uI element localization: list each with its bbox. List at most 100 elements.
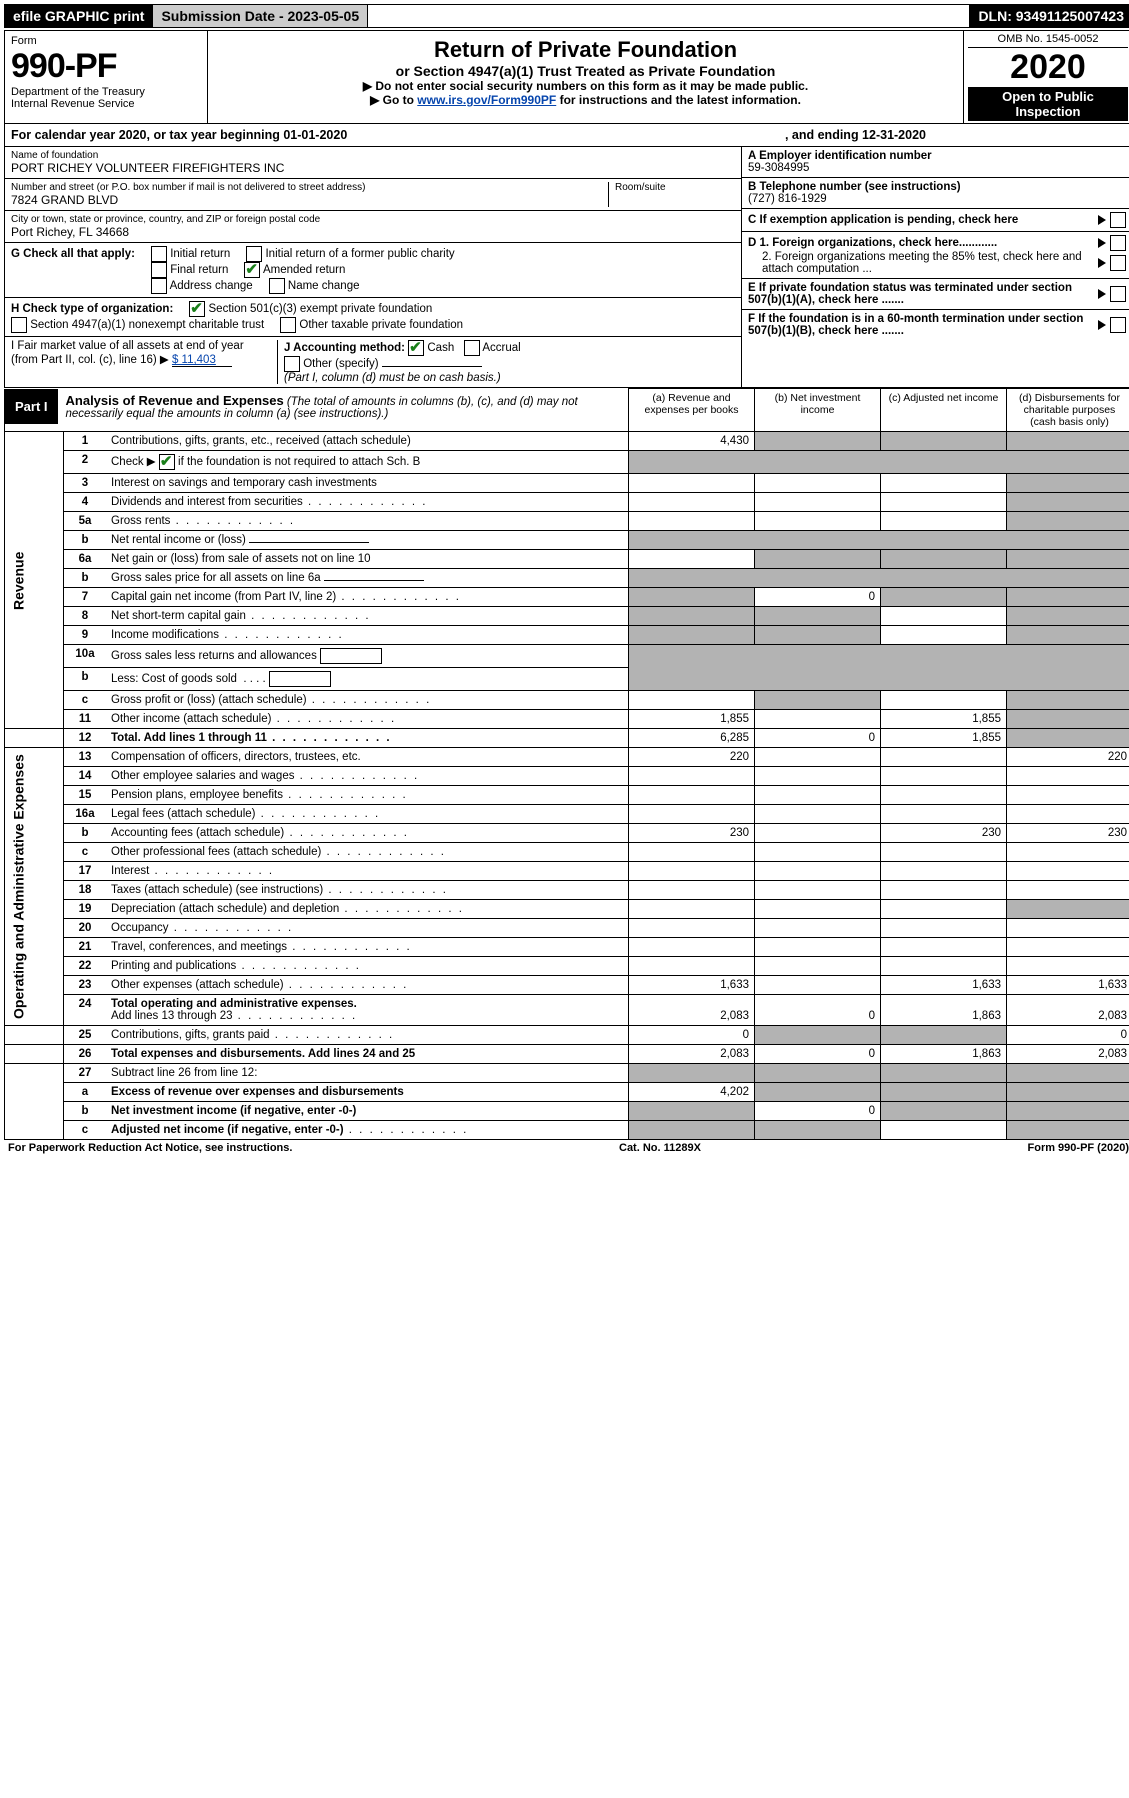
checkbox-e[interactable] [1110,286,1126,302]
line-no: 11 [64,710,107,729]
line-desc: Gross rents [106,512,629,531]
checkbox-d2[interactable] [1110,255,1126,271]
line-desc: Income modifications [106,626,629,645]
cell-c [881,626,1007,645]
checkbox-c[interactable] [1110,212,1126,228]
cell-b [755,919,881,938]
arrow-icon [1098,289,1106,299]
line-no: b [64,668,107,691]
calendar-text-b: , and ending 12-31-2020 [785,128,926,142]
checkbox-sec4947[interactable] [11,317,27,333]
cell-c [881,691,1007,710]
checkbox-initial-return[interactable] [151,246,167,262]
checkbox-f[interactable] [1110,317,1126,333]
line-desc: Excess of revenue over expenses and disb… [106,1083,629,1102]
city-cell: City or town, state or province, country… [5,211,741,243]
cell-b [755,626,881,645]
checkbox-sec501[interactable] [189,301,205,317]
foundation-name: PORT RICHEY VOLUNTEER FIREFIGHTERS INC [11,161,735,175]
cell-d [1007,938,1129,957]
line-desc: Contributions, gifts, grants, etc., rece… [106,432,629,451]
cell-b [755,767,881,786]
city-label: City or town, state or province, country… [11,214,735,225]
irs-label: Internal Revenue Service [11,98,201,110]
cell-shade [629,569,1129,588]
cell-c [881,938,1007,957]
checkbox-other-taxable[interactable] [280,317,296,333]
checkbox-name-change[interactable] [269,278,285,294]
cell-d [1007,957,1129,976]
h-label: H Check type of organization: [11,303,173,315]
line-desc: Subtract line 26 from line 12: [106,1064,629,1083]
cell-shade [629,645,1129,691]
line-desc: Taxes (attach schedule) (see instruction… [106,881,629,900]
checkbox-amended-return[interactable] [244,262,260,278]
name-label: Name of foundation [11,150,735,161]
cell-a: 4,202 [629,1083,755,1102]
cell-a [629,550,755,569]
instr-1: ▶ Do not enter social security numbers o… [216,79,955,93]
submission-date: Submission Date - 2023-05-05 [153,5,368,27]
cell-c [881,1102,1007,1121]
ein-cell: A Employer identification number 59-3084… [742,147,1129,178]
cell-b [755,493,881,512]
checkbox-accrual[interactable] [464,340,480,356]
line-desc: Other expenses (attach schedule) [106,976,629,995]
col-c-header: (c) Adjusted net income [881,389,1007,432]
header-left: Form 990-PF Department of the Treasury I… [5,31,208,123]
checkbox-other-method[interactable] [284,356,300,372]
cell-c [881,512,1007,531]
line-no: 5a [64,512,107,531]
line-no: 24 [64,995,107,1026]
checkbox-schb[interactable] [159,454,175,470]
d1-label: D 1. Foreign organizations, check here..… [748,237,997,249]
fmv-value[interactable]: $ 11,403 [172,354,232,367]
cell-a [629,900,755,919]
cell-d [1007,919,1129,938]
cell-d [1007,512,1129,531]
cell-a: 4,430 [629,432,755,451]
cell-a: 6,285 [629,729,755,748]
dln: DLN: 93491125007423 [969,5,1129,27]
line-no: 20 [64,919,107,938]
cell-b [755,938,881,957]
line-no: c [64,843,107,862]
footer-left: For Paperwork Reduction Act Notice, see … [8,1142,292,1154]
cell-c [881,607,1007,626]
checkbox-cash[interactable] [408,340,424,356]
address-change-label: Address change [170,280,253,292]
form-link[interactable]: www.irs.gov/Form990PF [417,93,556,107]
room-label: Room/suite [615,182,735,193]
cell-b [755,881,881,900]
accrual-label: Accrual [482,342,520,354]
cell-b: 0 [755,995,881,1026]
line-desc: Occupancy [106,919,629,938]
cell-d [1007,1083,1129,1102]
cell-a [629,474,755,493]
e-cell: E If private foundation status was termi… [742,279,1129,310]
col-d-header: (d) Disbursements for charitable purpose… [1007,389,1129,432]
cell-b [755,748,881,767]
line-no: 25 [64,1026,107,1045]
cell-d: 2,083 [1007,1045,1129,1064]
checkbox-final-return[interactable] [151,262,167,278]
form-label: Form [11,35,201,47]
efile-label: efile GRAPHIC print [5,5,153,27]
cell-a [629,957,755,976]
cell-d: 1,633 [1007,976,1129,995]
d-cell: D 1. Foreign organizations, check here..… [742,232,1129,279]
cell-c [881,588,1007,607]
cell-a [629,786,755,805]
line-no: c [64,691,107,710]
checkbox-d1[interactable] [1110,235,1126,251]
cell-a [629,843,755,862]
checkbox-address-change[interactable] [151,278,167,294]
cell-b [755,474,881,493]
cell-d [1007,474,1129,493]
line-desc: Printing and publications [106,957,629,976]
cell-a [629,588,755,607]
line-no: b [64,569,107,588]
line-no: 6a [64,550,107,569]
cell-d [1007,1102,1129,1121]
cell-b [755,786,881,805]
